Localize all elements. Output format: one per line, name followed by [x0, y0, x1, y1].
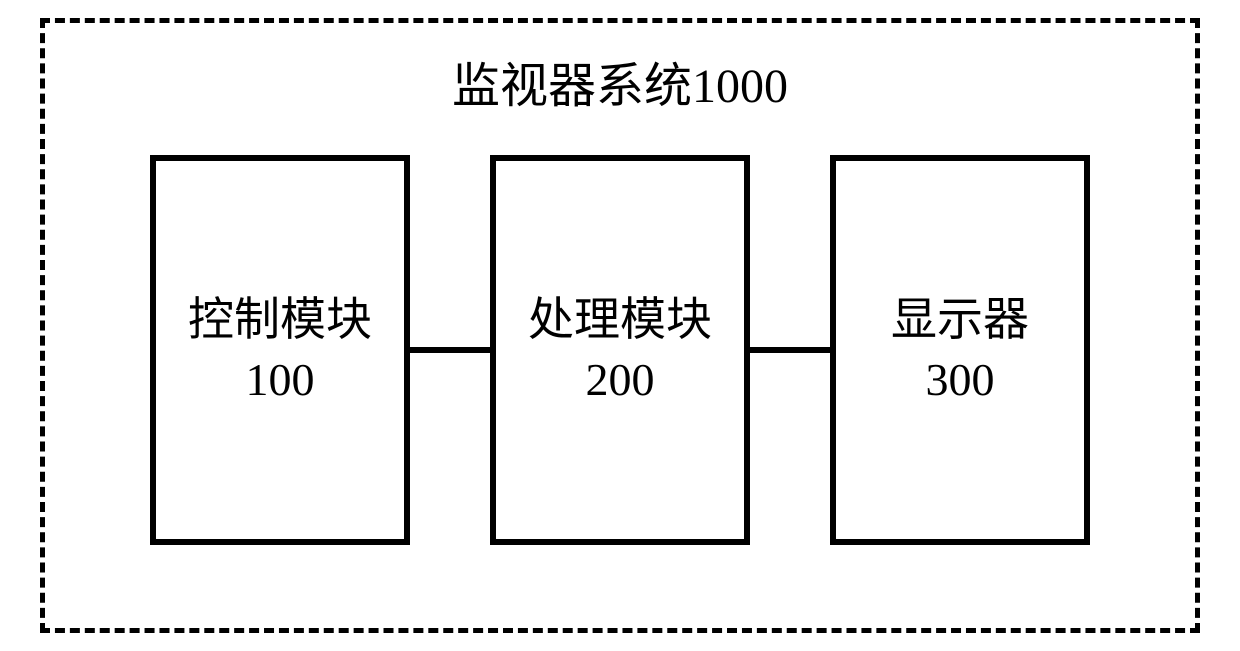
system-container: 监视器系统1000 控制模块 100 处理模块 200 显示器 300: [40, 18, 1200, 633]
module-box-control: 控制模块 100: [150, 155, 410, 545]
module-name: 处理模块: [528, 290, 712, 350]
connector-1: [410, 347, 490, 353]
system-title: 监视器系统1000: [452, 63, 788, 111]
modules-row: 控制模块 100 处理模块 200 显示器 300: [45, 155, 1195, 545]
connector-2: [750, 347, 830, 353]
module-number: 200: [586, 350, 655, 410]
module-name: 显示器: [891, 290, 1029, 350]
module-name: 控制模块: [188, 290, 372, 350]
module-number: 100: [246, 350, 315, 410]
module-box-processing: 处理模块 200: [490, 155, 750, 545]
module-box-display: 显示器 300: [830, 155, 1090, 545]
module-number: 300: [926, 350, 995, 410]
